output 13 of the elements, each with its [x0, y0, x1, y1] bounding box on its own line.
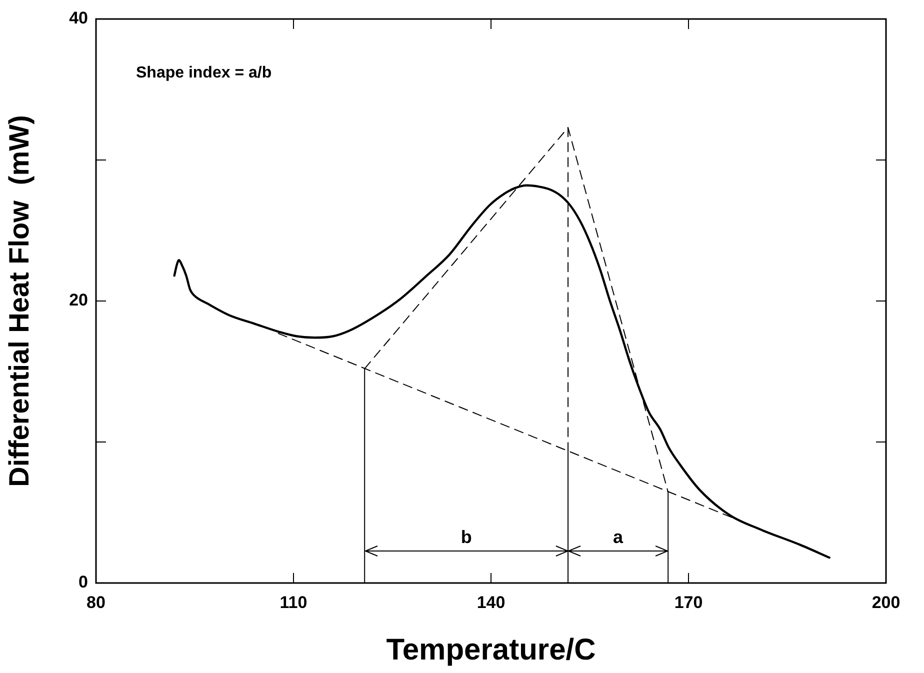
y-tick-label: 40 [69, 8, 88, 28]
annotation: b [460, 526, 472, 547]
x-axis-title: Temperature/C [386, 633, 596, 666]
y-tick-label: 20 [69, 290, 88, 310]
annotation: Shape index = a/b [136, 64, 272, 82]
x-tick-label: 110 [280, 592, 308, 612]
x-tick-label: 80 [86, 592, 106, 612]
y-tick-label: 0 [78, 572, 88, 592]
y-axis-title: Differential Heat Flow (mW) [4, 115, 35, 487]
x-tick-label: 200 [872, 592, 900, 612]
x-tick-label: 140 [476, 592, 506, 612]
x-tick-label: 170 [674, 592, 703, 612]
annotation: a [613, 526, 624, 547]
